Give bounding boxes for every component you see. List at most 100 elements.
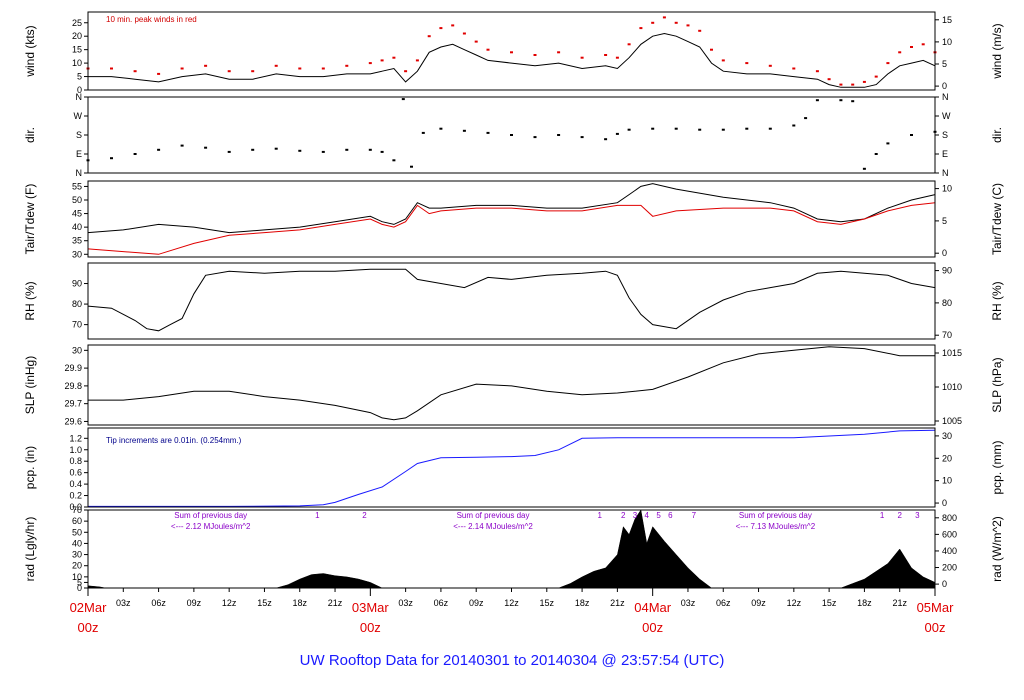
temp-tair-line	[87, 183, 936, 234]
rad-right-tick-label: 800	[942, 513, 957, 523]
wind-left-tick-label: 5	[77, 72, 82, 82]
dir-direction-point	[368, 148, 372, 151]
pcp-left-tick-label: 0.6	[69, 468, 82, 478]
wind-peak-point	[321, 67, 325, 70]
pcp-left-tick-label: 1.0	[69, 445, 82, 455]
chart-footer-title: UW Rooftop Data for 20140301 to 20140304…	[299, 652, 725, 669]
wind-peak-point	[110, 67, 113, 70]
slp-left-tick-label: 30	[72, 345, 82, 355]
dir-direction-point	[862, 167, 866, 170]
wind-peak-point	[862, 80, 866, 83]
wind-peak-point	[686, 24, 690, 27]
temp-right-axis-label: Tair/Tdew (C)	[990, 183, 1004, 255]
dir-left-tick-label: N	[76, 168, 83, 178]
wind-right-tick-label: 5	[942, 59, 947, 69]
temp-tdew-line	[87, 202, 936, 255]
hour-tick-label: 21z	[610, 598, 625, 608]
pcp-right-axis-label: pcp. (mm)	[990, 440, 1004, 494]
hour-tick-label: 18z	[292, 598, 307, 608]
rad-left-tick-label: 10	[72, 572, 82, 582]
hour-tick-label: 15z	[822, 598, 837, 608]
rad-right-tick-label: 200	[942, 563, 957, 573]
wind-peak-point	[839, 83, 843, 86]
wind-peak-point	[745, 62, 749, 65]
wind-wind-line	[88, 32, 936, 88]
dir-direction-point	[874, 153, 878, 155]
day-tick-time: 00z	[925, 620, 946, 635]
radiation-hour-number: 5	[656, 511, 661, 520]
wind-frame	[87, 11, 936, 91]
rad-left-tick-label: 20	[72, 561, 82, 571]
dir-right-tick-label: S	[942, 130, 948, 140]
day-tick-date: 02Mar	[70, 600, 108, 615]
dir-direction-point	[180, 144, 184, 147]
rad-right-tick-label: 400	[942, 546, 957, 556]
dir-direction-point	[439, 127, 443, 130]
dir-direction-point	[745, 127, 749, 130]
wind-series	[86, 16, 937, 88]
wind-peak-point	[615, 56, 619, 59]
day-tick-time: 00z	[78, 620, 99, 635]
wind-peak-point	[427, 35, 431, 38]
dir-direction-point	[345, 148, 349, 151]
rad-left-tick-label: 50	[72, 527, 82, 537]
dir-direction-point	[510, 134, 513, 136]
wind-peak-point	[662, 16, 666, 19]
dir-direction-point	[392, 159, 396, 162]
slp-right-tick-label: 1005	[942, 416, 962, 426]
wind-peak-point	[710, 48, 713, 51]
wind-peak-point	[674, 21, 678, 24]
wind-peak-point	[298, 67, 302, 70]
rh-frame	[87, 262, 936, 340]
dir-left-tick-label: N	[76, 92, 83, 102]
wind-left-tick-label: 20	[72, 31, 82, 41]
dir-direction-point	[251, 148, 255, 151]
hour-tick-label: 09z	[187, 598, 202, 608]
dir-direction-point	[580, 136, 584, 139]
dir-direction-point	[380, 150, 384, 153]
hour-tick-label: 21z	[328, 598, 343, 608]
dir-direction-point	[651, 127, 655, 130]
wind-peak-point	[874, 75, 878, 78]
dir-direction-point	[274, 147, 278, 150]
dir-direction-point	[721, 128, 725, 131]
slp-left-tick-label: 29.9	[64, 363, 82, 373]
wind-peak-point	[827, 78, 831, 81]
dir-direction-point	[604, 138, 608, 141]
radiation-hour-number: 3	[633, 511, 638, 520]
wind-peak-point	[721, 59, 725, 62]
day-tick-date: 04Mar	[634, 600, 672, 615]
wind-peak-point	[392, 56, 396, 59]
wind-peak-point	[180, 67, 184, 70]
rh-rh-line	[87, 268, 936, 332]
radiation-hour-number: 2	[897, 511, 902, 520]
dir-direction-point	[421, 131, 425, 134]
dir-direction-point	[910, 134, 913, 136]
rh-right-tick-label: 90	[942, 266, 952, 276]
wind-peak-point	[627, 43, 631, 46]
dir-direction-point	[627, 128, 631, 131]
wind-peak-point	[251, 70, 255, 73]
wind-peak-point	[639, 27, 643, 30]
temp-right-tick-label: 0	[942, 248, 947, 258]
dir-right-axis-label: dir.	[990, 127, 1004, 143]
rh-left-tick-label: 80	[72, 299, 82, 309]
rad-right-axis-label: rad (W/m^2)	[990, 516, 1004, 582]
hour-tick-label: 03z	[681, 598, 696, 608]
temp-series	[87, 183, 936, 255]
radiation-hour-number: 2	[621, 511, 626, 520]
wind-peak-point	[910, 46, 913, 48]
wind-peak-point	[462, 32, 466, 35]
wind-peak-point	[851, 83, 855, 86]
wind-left-axis-label: wind (kts)	[23, 25, 37, 77]
dir-direction-point	[157, 148, 161, 151]
wind-peak-point	[133, 70, 137, 73]
precip-annotation: Tip increments are 0.01in. (0.254mm.)	[106, 436, 242, 445]
temp-left-tick-label: 40	[72, 222, 82, 232]
radiation-hour-number: 4	[645, 511, 650, 520]
hour-tick-label: 09z	[751, 598, 766, 608]
pcp-right-tick-label: 0	[942, 498, 947, 508]
dir-direction-point	[886, 142, 890, 145]
panel-wind: 0 5 10 15 20 25 0 5 10 15 wind (kts) wind (m/s) 10 m…	[23, 11, 1004, 95]
